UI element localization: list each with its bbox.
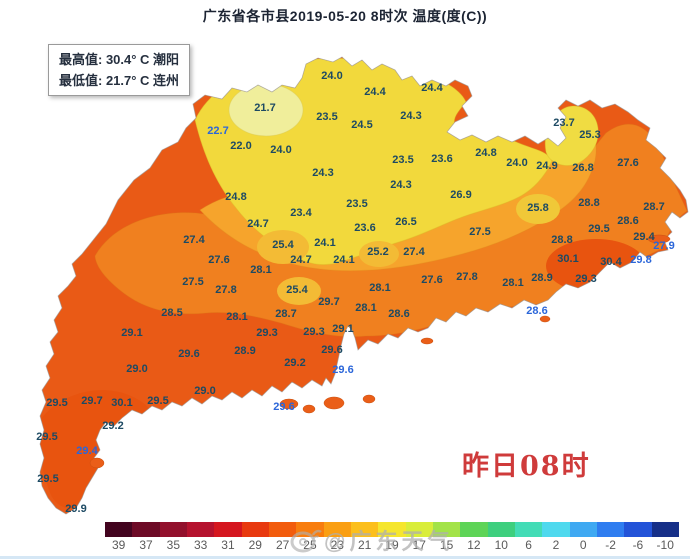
colorbar-segment bbox=[514, 522, 543, 537]
colorbar-segment bbox=[487, 522, 515, 537]
colorbar-tick: 23 bbox=[330, 538, 344, 552]
colorbar-tick: 21 bbox=[357, 538, 372, 552]
colorbar-segment bbox=[624, 522, 652, 537]
colorbar-segment bbox=[105, 522, 133, 537]
max-value-line: 最高值: 30.4° C 潮阳 bbox=[59, 52, 180, 67]
colorbar-segment bbox=[268, 522, 297, 537]
colorbar-segment bbox=[432, 522, 461, 537]
colorbar-tick: 19 bbox=[385, 538, 399, 552]
colorbar-segment bbox=[350, 522, 379, 537]
colorbar-tick: 17 bbox=[412, 538, 426, 552]
colorbar-tick: 0 bbox=[579, 538, 587, 552]
colorbar-segment bbox=[186, 522, 215, 537]
map-region-southwest-hottest bbox=[40, 390, 156, 510]
temperature-colorbar: 39 37 35 33 31 29 27 25 23 21 19 17 15 12 10 6 2 0 -2 -6 -10 bbox=[105, 522, 679, 552]
colorbar-tick: 12 bbox=[467, 538, 481, 552]
colorbar-segment bbox=[460, 522, 488, 537]
page-title: 广东省各市县2019-05-20 8时次 温度(度(C)) bbox=[202, 8, 488, 24]
colorbar-cells bbox=[105, 522, 679, 537]
yesterday-time-caption: 昨日08时 bbox=[462, 451, 591, 482]
colorbar-segment bbox=[596, 522, 625, 537]
colorbar-tick: 6 bbox=[525, 538, 532, 552]
colorbar-segment bbox=[569, 522, 597, 537]
colorbar-tick: -2 bbox=[605, 538, 616, 552]
colorbar-tick: 15 bbox=[439, 538, 454, 552]
colorbar-tick: 2 bbox=[552, 538, 560, 552]
watermark-text: @广东天气 bbox=[324, 529, 454, 554]
colorbar-segment bbox=[214, 522, 242, 537]
colorbar-segment bbox=[405, 522, 433, 537]
colorbar-tick: 37 bbox=[139, 538, 153, 552]
colorbar-tick-labels: 39 37 35 33 31 29 27 25 23 21 19 17 15 12 10 6 2 0 -2 -6 -10 bbox=[105, 538, 679, 552]
offshore-islands bbox=[89, 234, 671, 469]
colorbar-segment bbox=[159, 522, 187, 537]
colorbar-tick: 33 bbox=[193, 538, 208, 552]
weibo-eye-icon bbox=[290, 529, 322, 553]
colorbar-tick: 27 bbox=[275, 538, 290, 552]
colorbar-segment bbox=[378, 522, 406, 537]
colorbar-segment bbox=[241, 522, 269, 537]
map-region-chaoshan-hottest bbox=[546, 239, 646, 293]
colorbar-tick: -6 bbox=[632, 538, 644, 552]
colorbar-tick: 39 bbox=[111, 538, 126, 552]
map-region-amber-spot-2 bbox=[277, 277, 321, 305]
colorbar-tick: -10 bbox=[656, 538, 674, 552]
map-region-amber-spot-1 bbox=[257, 230, 309, 264]
colorbar-tick: 29 bbox=[248, 538, 262, 552]
map-region-amber-spot-4 bbox=[516, 194, 560, 224]
bottom-border-strip bbox=[0, 556, 690, 559]
colorbar-tick: 10 bbox=[494, 538, 508, 552]
colorbar-segment bbox=[323, 522, 351, 537]
colorbar-tick: 35 bbox=[166, 538, 180, 552]
colorbar-tick: 31 bbox=[221, 538, 235, 552]
province-outline bbox=[39, 56, 689, 515]
weibo-watermark: @广东天气 bbox=[288, 524, 453, 556]
extremes-box: 最高值: 30.4° C 潮阳 最低值: 21.7° C 连州 bbox=[48, 44, 191, 96]
colorbar-segment bbox=[542, 522, 570, 537]
min-value-line: 最低值: 21.7° C 连州 bbox=[59, 73, 180, 88]
map-region-amber-spot-3 bbox=[359, 241, 399, 267]
colorbar-segment bbox=[132, 522, 160, 537]
map-region-lianzhou-pale-yellow bbox=[228, 83, 304, 137]
colorbar-segment bbox=[651, 522, 679, 537]
